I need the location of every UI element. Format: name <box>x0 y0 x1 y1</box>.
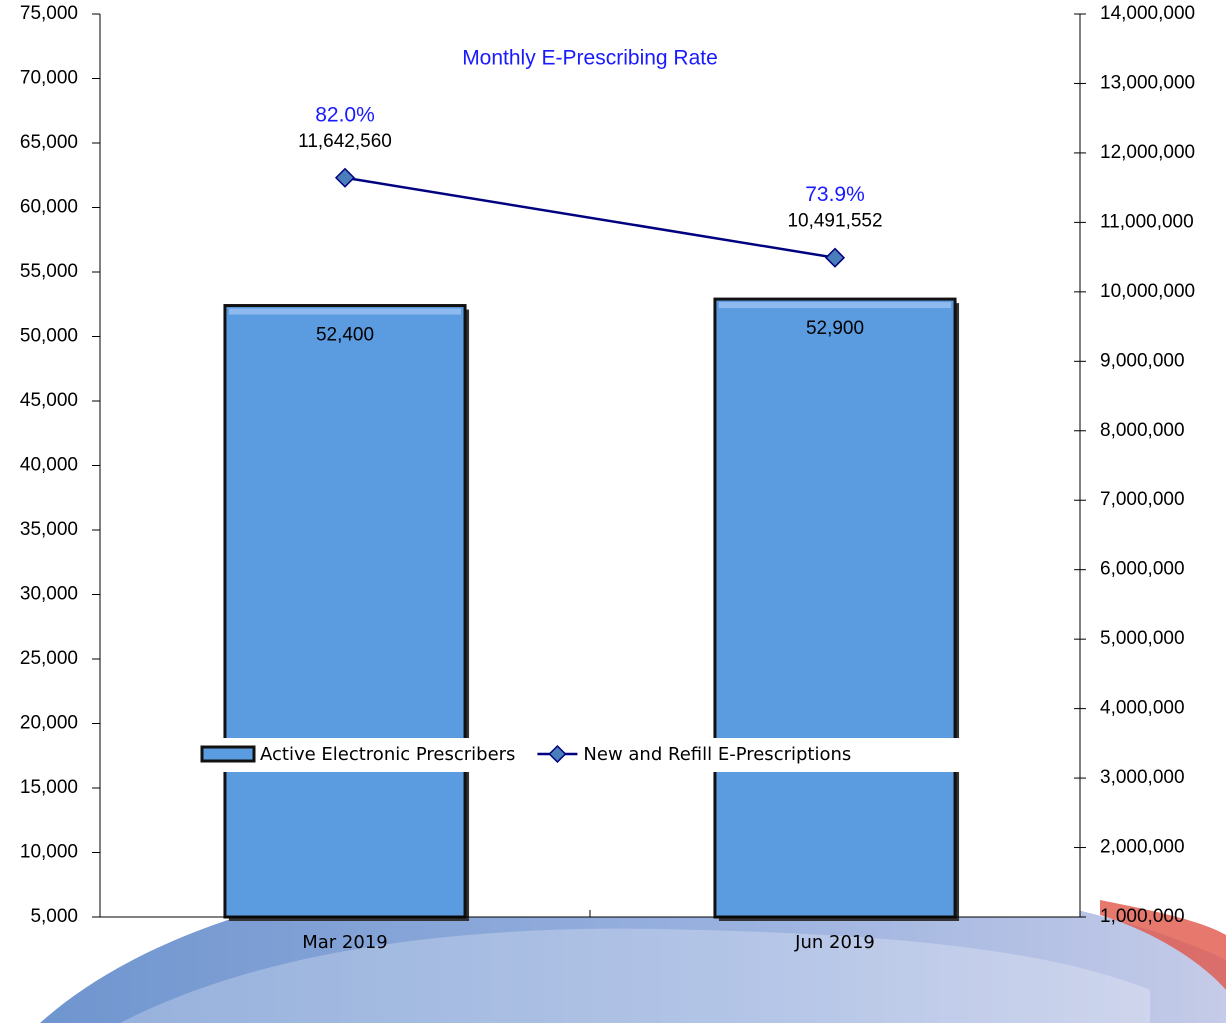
y-tick-label: 40,000 <box>20 455 78 476</box>
chart-title: Monthly E-Prescribing Rate <box>462 47 718 70</box>
bar-value-label: 52,900 <box>806 318 864 339</box>
y2-tick-label: 12,000,000 <box>1100 142 1195 163</box>
y-tick-label: 15,000 <box>20 777 78 798</box>
x-tick-label: Mar 2019 <box>302 932 388 953</box>
y-tick-label: 25,000 <box>20 648 78 669</box>
y-tick-label: 10,000 <box>20 842 78 863</box>
rate-label: 73.9% <box>805 183 865 206</box>
y-tick-label: 50,000 <box>20 326 78 347</box>
y2-tick-label: 7,000,000 <box>1100 489 1185 510</box>
y-tick-label: 65,000 <box>20 132 78 153</box>
y-tick-label: 20,000 <box>20 713 78 734</box>
y2-tick-label: 11,000,000 <box>1100 211 1194 232</box>
y-tick-label: 35,000 <box>20 519 78 540</box>
line-value-label: 11,642,560 <box>298 131 392 152</box>
y2-tick-label: 8,000,000 <box>1100 420 1185 441</box>
line <box>344 176 836 259</box>
legend-label: New and Refill E-Prescriptions <box>583 744 851 765</box>
y2-tick-label: 2,000,000 <box>1100 837 1185 858</box>
bar-highlight <box>718 302 952 309</box>
bar <box>223 304 467 919</box>
background-swoosh <box>120 928 1150 1023</box>
y2-tick-label: 4,000,000 <box>1100 698 1185 719</box>
bar-value-label: 52,400 <box>316 325 374 346</box>
legend-marker <box>548 744 567 764</box>
y-tick-label: 60,000 <box>20 197 78 218</box>
y2-tick-label: 10,000,000 <box>1100 281 1195 302</box>
legend <box>180 738 980 772</box>
line-value-label: 10,491,552 <box>787 211 882 232</box>
bar <box>713 297 957 919</box>
rate-label: 82.0% <box>315 103 375 126</box>
legend-swatch <box>200 745 256 763</box>
y-tick-label: 45,000 <box>20 390 78 411</box>
y-tick-label: 70,000 <box>20 68 78 89</box>
y2-tick-label: 14,000,000 <box>1100 3 1195 24</box>
background-accent <box>1100 900 1226 990</box>
y-tick-label: 75,000 <box>20 3 78 24</box>
line-marker <box>334 167 356 188</box>
legend-label: Active Electronic Prescribers <box>260 744 515 765</box>
bar-highlight <box>228 308 462 315</box>
y2-tick-label: 9,000,000 <box>1100 350 1185 371</box>
y2-tick-label: 3,000,000 <box>1100 767 1185 788</box>
y2-tick-label: 13,000,000 <box>1100 72 1195 93</box>
y2-tick-label: 5,000,000 <box>1100 628 1185 649</box>
x-tick-label: Jun 2019 <box>794 932 875 953</box>
y-tick-label: 30,000 <box>20 584 78 605</box>
plot: 52,400 52,900 11,642,560 82.0% 10,491,552 73.… <box>223 103 960 922</box>
y-tick-label: 5,000 <box>30 906 78 927</box>
y2-tick-label: 1,000,000 <box>1100 906 1185 927</box>
y-tick-label: 55,000 <box>20 261 78 282</box>
y2-tick-label: 6,000,000 <box>1100 559 1185 580</box>
line-marker <box>824 247 846 268</box>
